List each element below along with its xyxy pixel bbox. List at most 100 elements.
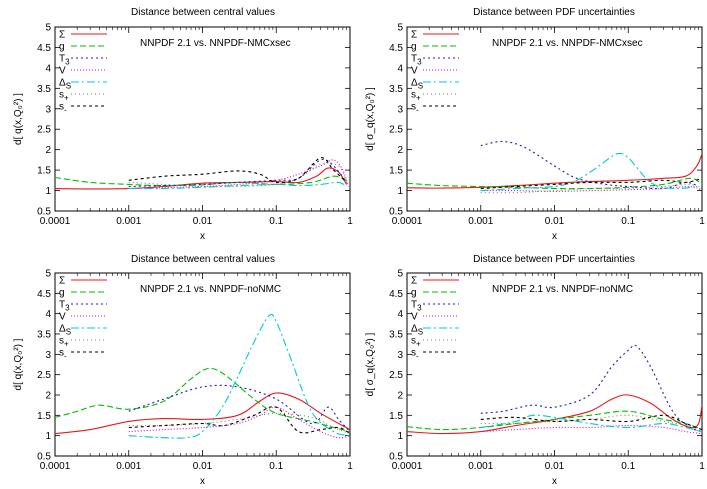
y-tick-label: 2.5 [37, 125, 51, 136]
x-tick-label: 0.1 [621, 461, 635, 472]
series-line-1 [55, 367, 350, 433]
y-tick-label: 1.5 [389, 166, 403, 177]
y-tick-label: 4.5 [389, 289, 403, 300]
y-tick-label: 1 [397, 186, 403, 197]
legend-label: Σ [411, 276, 417, 287]
chart-panel-1: 0.5 1 1.5 2 2.5 3 3.5 4 4.5 5 0.0001 0.001 0.01 0.1 1 D… [13, 7, 353, 242]
legend-label: s+ [59, 336, 69, 349]
y-tick-label: 2 [397, 391, 403, 402]
y-tick-label: 4 [397, 63, 403, 74]
series-line-4 [480, 414, 702, 433]
y-tick-label: 4.5 [389, 43, 403, 54]
y-tick-label: 3.5 [37, 84, 51, 95]
chart-title: Distance between PDF uncertainties [473, 7, 635, 18]
chart-panel-2: 0.5 1 1.5 2 2.5 3 3.5 4 4.5 5 0.0001 0.001 0.01 0.1 1 D… [365, 7, 705, 242]
chart-panel-4: 0.5 1 1.5 2 2.5 3 3.5 4 4.5 5 0.0001 0.001 0.01 0.1 1 D… [365, 254, 705, 487]
series-line-3 [128, 159, 349, 190]
x-tick-label: 0.01 [193, 461, 213, 472]
y-tick-label: 5 [45, 269, 51, 280]
legend-label: V [59, 312, 66, 323]
series-layer [55, 157, 349, 190]
series-layer [55, 313, 350, 439]
legend-label: s+ [59, 90, 69, 103]
y-axis-label: d[ σ_q(x,Q₀²) ] [365, 87, 376, 151]
legend-label: Σ [59, 30, 65, 41]
y-tick-label: 4 [45, 309, 51, 320]
y-tick-label: 4.5 [37, 289, 51, 300]
y-tick-label: 1.5 [37, 166, 51, 177]
legend-label: ΔS [411, 324, 423, 337]
y-tick-label: 2.5 [389, 125, 403, 136]
y-tick-label: 0.5 [389, 207, 403, 218]
plot-frame [406, 272, 703, 457]
legend-label: ΔS [411, 78, 423, 91]
y-tick-label: 1 [397, 431, 403, 442]
series-line-3 [128, 406, 350, 439]
y-tick-label: 1.5 [389, 411, 403, 422]
y-axis-label: d[ q(x,Q₀²) ] [13, 338, 24, 390]
x-tick-label: 1 [699, 461, 705, 472]
y-tick-label: 3.5 [37, 330, 51, 341]
x-tick-label: 1 [347, 216, 353, 227]
series-line-2 [128, 384, 350, 432]
x-tick-label: 0.001 [468, 216, 493, 227]
legend-label: s+ [411, 336, 421, 349]
series-line-2 [128, 158, 348, 188]
y-tick-label: 3.5 [389, 84, 403, 95]
legend-label: ΔS [59, 324, 71, 337]
series-line-0 [407, 153, 702, 189]
y-tick-label: 5 [397, 23, 403, 34]
series-line-1 [407, 410, 702, 431]
series-line-5 [480, 183, 702, 194]
x-tick-label: 0.0001 [392, 461, 423, 472]
legend-label: s- [59, 102, 67, 115]
legend-label: Σ [59, 276, 65, 287]
chart-annotation: NNPDF 2.1 vs. NNPDF-noNMC [140, 284, 281, 295]
y-tick-label: 1 [45, 431, 51, 442]
y-tick-label: 2 [397, 145, 403, 156]
series-line-1 [407, 177, 702, 190]
legend-label: T3 [59, 54, 70, 67]
y-tick-label: 0.5 [37, 452, 51, 463]
legend-label: Σ [411, 30, 417, 41]
series-layer [407, 140, 702, 194]
x-tick-label: 0.1 [621, 216, 635, 227]
series-line-0 [407, 394, 702, 435]
y-tick-label: 3 [397, 104, 403, 115]
legend-label: s- [411, 102, 419, 115]
legend-label: V [411, 66, 418, 77]
series-layer [407, 344, 702, 435]
x-tick-label: 0.001 [116, 216, 141, 227]
legend-label: ΔS [59, 78, 71, 91]
legend-label: g [59, 288, 65, 299]
series-line-4 [128, 181, 347, 190]
legend-label: g [59, 42, 65, 53]
series-line-4 [480, 152, 699, 192]
plot-frame [54, 272, 351, 457]
y-axis-label: d[ σ_q(x,Q₀²) ] [365, 332, 376, 396]
series-line-3 [480, 424, 702, 435]
x-tick-label: 0.0001 [40, 461, 71, 472]
legend-label: g [411, 288, 417, 299]
x-tick-label: 0.01 [545, 216, 565, 227]
y-tick-label: 4 [45, 63, 51, 74]
y-tick-label: 4 [397, 309, 403, 320]
legend-label: s- [411, 348, 419, 361]
x-tick-label: 1 [699, 216, 705, 227]
x-tick-label: 0.01 [193, 216, 213, 227]
y-tick-label: 1 [45, 186, 51, 197]
legend-label: T3 [411, 300, 422, 313]
chart-panel-3: 0.5 1 1.5 2 2.5 3 3.5 4 4.5 5 0.0001 0.001 0.01 0.1 1 D… [13, 254, 353, 487]
y-tick-label: 5 [45, 23, 51, 34]
x-tick-label: 0.0001 [40, 216, 71, 227]
x-tick-label: 0.001 [468, 461, 493, 472]
x-tick-label: 0.1 [269, 216, 283, 227]
x-axis-label: x [552, 231, 557, 242]
series-line-4 [128, 313, 350, 439]
y-tick-label: 2.5 [37, 370, 51, 381]
y-tick-label: 3.5 [389, 330, 403, 341]
x-tick-label: 0.0001 [392, 216, 423, 227]
y-axis-label: d[ q(x,Q₀²) ] [13, 93, 24, 145]
chart-annotation: NNPDF 2.1 vs. NNPDF-NMCxsec [140, 38, 291, 49]
